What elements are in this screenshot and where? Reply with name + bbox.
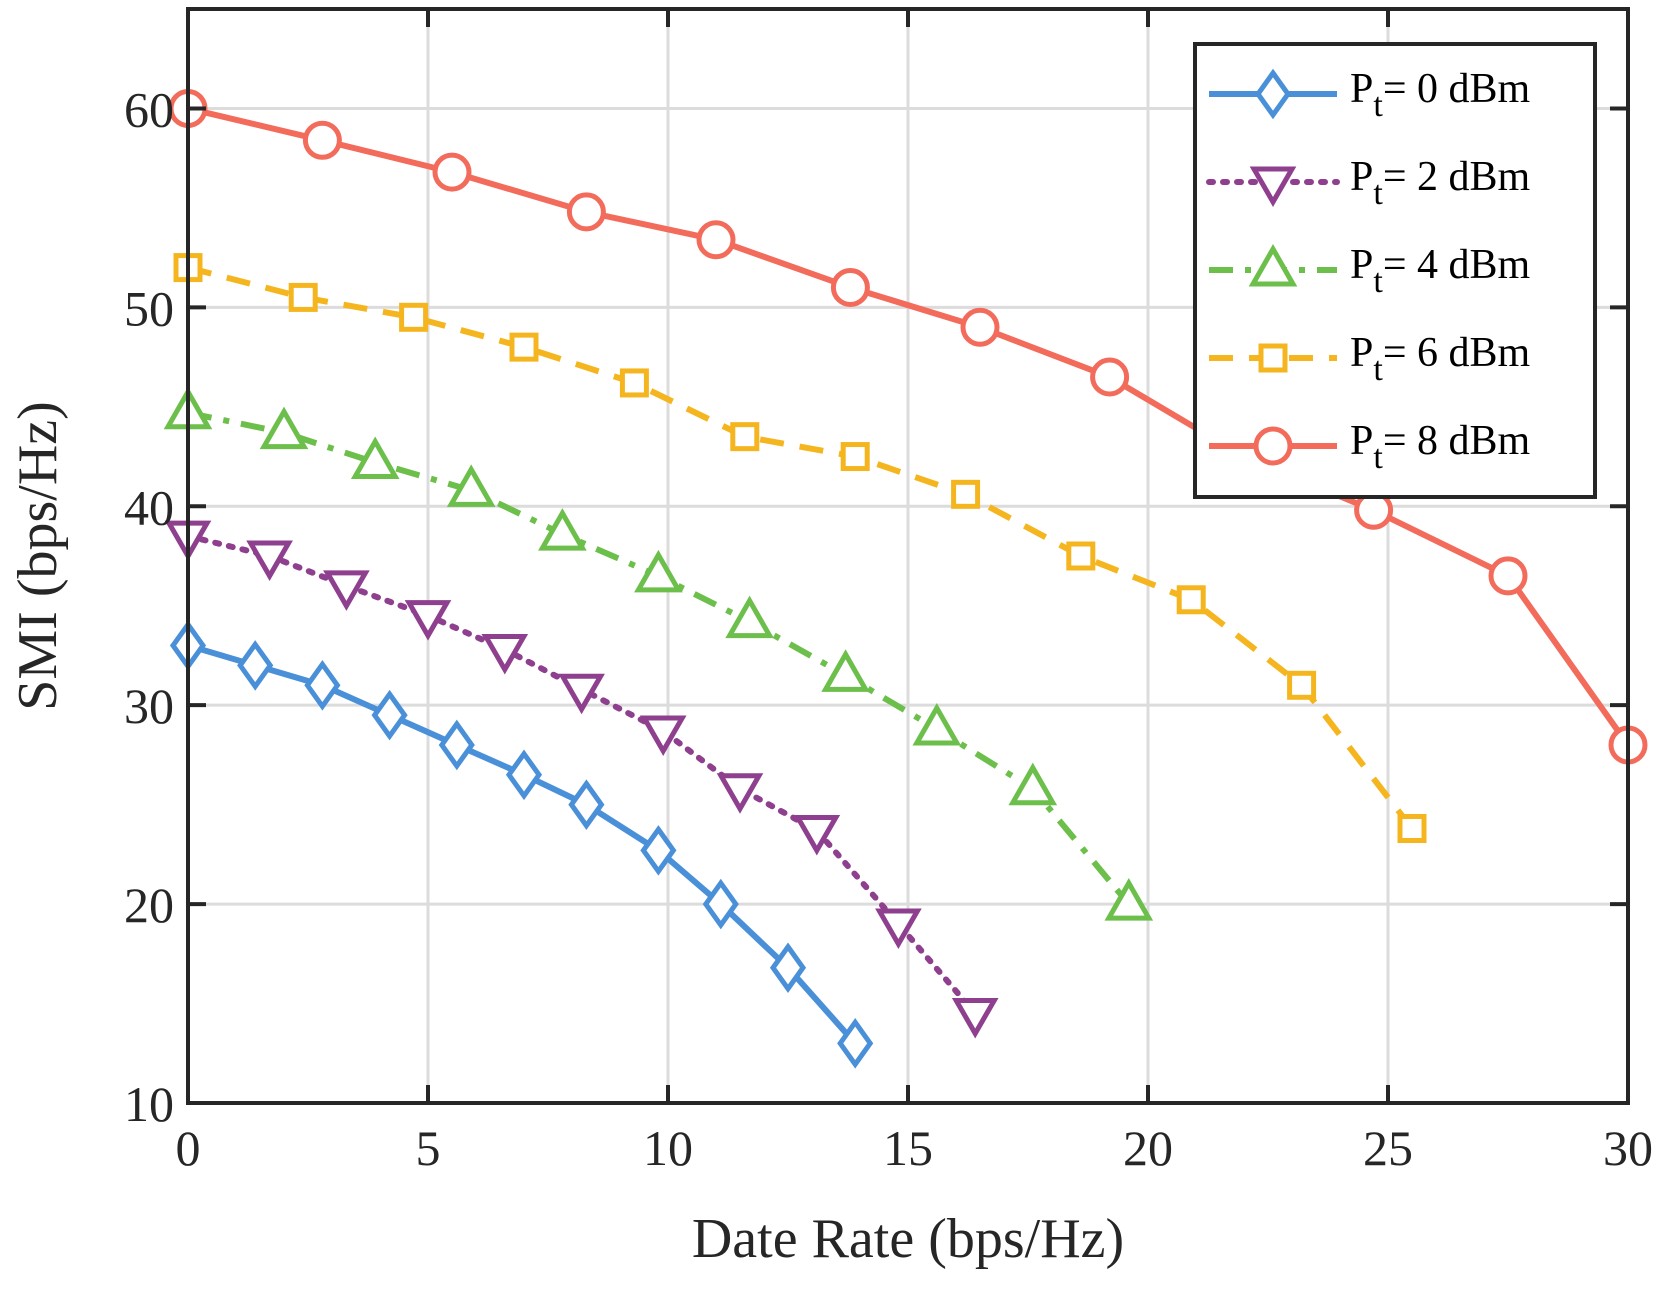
data-point bbox=[1066, 541, 1096, 571]
data-point bbox=[730, 422, 760, 452]
data-point bbox=[725, 595, 774, 639]
legend-marker bbox=[1248, 243, 1298, 287]
data-point bbox=[404, 600, 452, 641]
y-tick-label: 40 bbox=[124, 479, 174, 535]
data-point bbox=[505, 749, 543, 801]
x-axis-title: Date Rate (bps/Hz) bbox=[692, 1208, 1124, 1270]
data-point bbox=[793, 814, 841, 856]
data-point bbox=[237, 640, 274, 691]
data-point bbox=[960, 307, 1000, 347]
series-0 bbox=[169, 620, 874, 1069]
data-point bbox=[951, 997, 999, 1039]
x-tick-label: 25 bbox=[1363, 1120, 1413, 1176]
x-tick-label: 30 bbox=[1603, 1120, 1653, 1176]
data-point bbox=[371, 689, 408, 741]
data-point bbox=[568, 779, 605, 830]
legend-marker bbox=[1249, 166, 1297, 208]
series-1 bbox=[164, 520, 999, 1039]
data-point bbox=[951, 479, 981, 509]
y-tick-label: 50 bbox=[124, 280, 174, 336]
x-tick-label: 15 bbox=[883, 1120, 933, 1176]
data-point bbox=[538, 508, 587, 551]
legend-label: Pt= 0 dBm bbox=[1350, 66, 1531, 124]
series-3 bbox=[173, 253, 1427, 844]
x-tick-label: 10 bbox=[643, 1120, 693, 1176]
legend-item: Pt= 6 dBm bbox=[1209, 330, 1531, 388]
legend: Pt= 0 dBm Pt= 2 dBm Pt= 4 dBm Pt= 6 dBm Pt= … bbox=[1193, 42, 1597, 499]
data-point bbox=[840, 442, 870, 472]
data-point bbox=[259, 406, 309, 450]
data-point bbox=[288, 282, 318, 312]
data-point bbox=[304, 659, 341, 711]
data-point bbox=[438, 719, 475, 771]
data-point bbox=[696, 220, 736, 260]
data-point bbox=[716, 773, 764, 814]
legend-label: Pt= 4 dBm bbox=[1350, 242, 1531, 300]
data-point bbox=[558, 673, 605, 715]
data-point bbox=[912, 703, 962, 746]
data-point bbox=[837, 1018, 874, 1069]
legend-item: Pt= 4 dBm bbox=[1209, 242, 1531, 300]
data-point bbox=[639, 715, 687, 757]
legend-marker bbox=[1258, 343, 1288, 373]
legend-item: Pt= 0 dBm bbox=[1209, 66, 1531, 124]
data-point bbox=[323, 570, 370, 611]
legend-marker bbox=[1253, 426, 1293, 466]
data-point bbox=[634, 549, 683, 593]
data-point bbox=[566, 192, 606, 232]
data-point bbox=[1176, 585, 1206, 615]
data-point bbox=[399, 302, 429, 332]
data-point bbox=[702, 878, 739, 930]
data-point bbox=[446, 464, 496, 507]
y-axis-title: SMI (bps/Hz) bbox=[7, 401, 69, 711]
legend-item: Pt= 8 dBm bbox=[1209, 418, 1531, 476]
y-tick-label: 20 bbox=[124, 877, 174, 933]
y-tick-label: 60 bbox=[124, 81, 174, 137]
data-point bbox=[509, 332, 539, 362]
legend-label: Pt= 6 dBm bbox=[1350, 330, 1531, 388]
data-point bbox=[1008, 762, 1058, 806]
data-point bbox=[1488, 556, 1528, 596]
data-point bbox=[481, 633, 529, 675]
data-point bbox=[432, 152, 472, 192]
series-2 bbox=[163, 386, 1154, 921]
legend-item: Pt= 2 dBm bbox=[1206, 154, 1531, 212]
y-tick-label: 30 bbox=[124, 678, 174, 734]
legend-label: Pt= 8 dBm bbox=[1350, 418, 1531, 476]
data-point bbox=[246, 540, 293, 582]
series-line bbox=[185, 533, 979, 1017]
data-point bbox=[1090, 357, 1130, 397]
data-point bbox=[821, 649, 870, 692]
data-point bbox=[1397, 814, 1427, 844]
data-point bbox=[1287, 670, 1317, 700]
data-point bbox=[350, 436, 400, 480]
x-tick-label: 0 bbox=[176, 1120, 201, 1176]
x-tick-label: 5 bbox=[416, 1120, 441, 1176]
axis-ticks: 0 5 10 15 20 25 30 10 20 30 40 50 60 bbox=[124, 9, 1653, 1176]
y-tick-label: 10 bbox=[124, 1076, 174, 1132]
data-point bbox=[1104, 878, 1154, 921]
series-line bbox=[187, 105, 1631, 747]
data-point bbox=[830, 267, 870, 307]
legend-label: Pt= 2 dBm bbox=[1350, 154, 1531, 212]
data-point bbox=[619, 368, 649, 398]
data-point bbox=[769, 942, 807, 994]
data-point bbox=[875, 908, 922, 949]
x-tick-label: 20 bbox=[1123, 1120, 1173, 1176]
data-point bbox=[302, 120, 342, 160]
series-line bbox=[187, 264, 1415, 831]
legend-marker bbox=[1254, 68, 1292, 120]
data-point bbox=[640, 825, 677, 876]
